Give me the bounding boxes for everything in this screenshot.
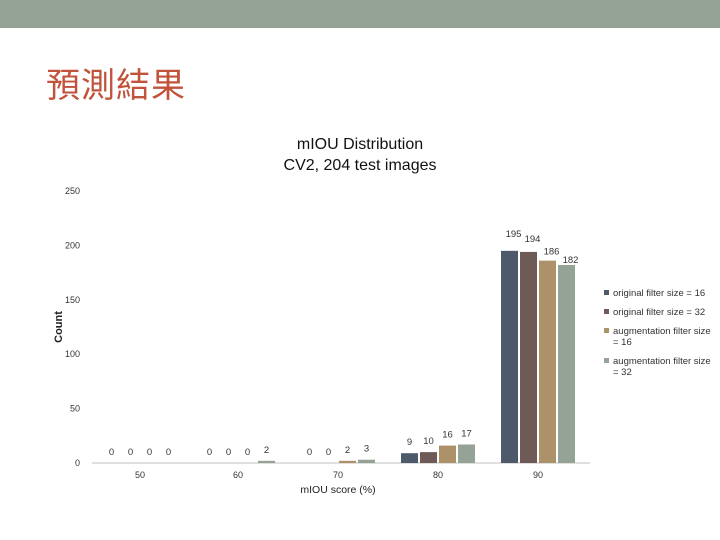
y-tick-label: 50 — [70, 404, 80, 414]
data-label: 0 — [245, 447, 250, 458]
data-label: 0 — [307, 447, 312, 458]
data-label: 2 — [264, 445, 269, 456]
data-label: 0 — [109, 447, 114, 458]
data-label: 182 — [563, 255, 579, 266]
legend-item: augmentation filter size = 16 — [604, 326, 716, 348]
data-label: 3 — [364, 444, 369, 455]
x-tick-label: 50 — [135, 470, 145, 480]
data-label: 10 — [423, 436, 434, 447]
data-label: 0 — [147, 447, 152, 458]
data-label: 2 — [345, 445, 350, 456]
bar — [539, 260, 556, 463]
legend-label: original filter size = 32 — [613, 307, 706, 318]
bar — [558, 264, 575, 463]
y-tick-label: 150 — [65, 295, 80, 305]
legend-item: augmentation filter size = 32 — [604, 356, 716, 378]
legend-swatch — [604, 358, 609, 363]
chart-subtitle: CV2, 204 test images — [283, 157, 437, 174]
legend-label: original filter size = 16 — [613, 288, 706, 299]
data-label: 16 — [442, 430, 453, 441]
bar — [501, 250, 518, 463]
legend-label: augmentation filter size = 16 — [613, 326, 711, 348]
y-tick-label: 250 — [65, 186, 80, 196]
data-label: 0 — [207, 447, 212, 458]
x-tick-label: 60 — [233, 470, 243, 480]
data-label: 186 — [544, 247, 560, 258]
legend-swatch — [604, 290, 609, 295]
bar — [458, 444, 475, 463]
legend-swatch — [604, 328, 609, 333]
legend-item: original filter size = 16 — [604, 288, 716, 299]
x-axis-title: mIOU score (%) — [300, 484, 375, 496]
data-label: 9 — [407, 437, 412, 448]
bar — [439, 445, 456, 463]
bar — [339, 460, 356, 463]
x-tick-label: 70 — [333, 470, 343, 480]
bar — [420, 452, 437, 463]
data-label: 194 — [525, 234, 541, 245]
top-banner — [0, 0, 720, 28]
bar — [401, 453, 418, 463]
legend-label: augmentation filter size = 32 — [613, 356, 711, 378]
data-label: 0 — [226, 447, 231, 458]
legend-swatch — [604, 309, 609, 314]
data-label: 17 — [461, 429, 472, 440]
chart-title: mIOU Distribution — [296, 136, 424, 153]
x-tick-label: 80 — [433, 470, 443, 480]
data-label: 0 — [128, 447, 133, 458]
x-tick-label: 90 — [533, 470, 543, 480]
bar — [358, 459, 375, 463]
slide-title: 預測結果 — [46, 66, 186, 106]
y-tick-label: 200 — [65, 240, 80, 250]
bar — [258, 460, 275, 463]
chart-legend: original filter size = 16 original filter… — [604, 288, 716, 386]
y-tick-label: 100 — [65, 349, 80, 359]
data-label: 0 — [166, 447, 171, 458]
y-axis-title: Count — [53, 311, 65, 343]
y-tick-label: 0 — [75, 458, 80, 468]
data-label: 0 — [326, 447, 331, 458]
bar — [520, 251, 537, 463]
data-label: 195 — [506, 229, 522, 240]
legend-item: original filter size = 32 — [604, 307, 716, 318]
chart-title-block: mIOU Distribution CV2, 204 test images — [200, 134, 520, 176]
